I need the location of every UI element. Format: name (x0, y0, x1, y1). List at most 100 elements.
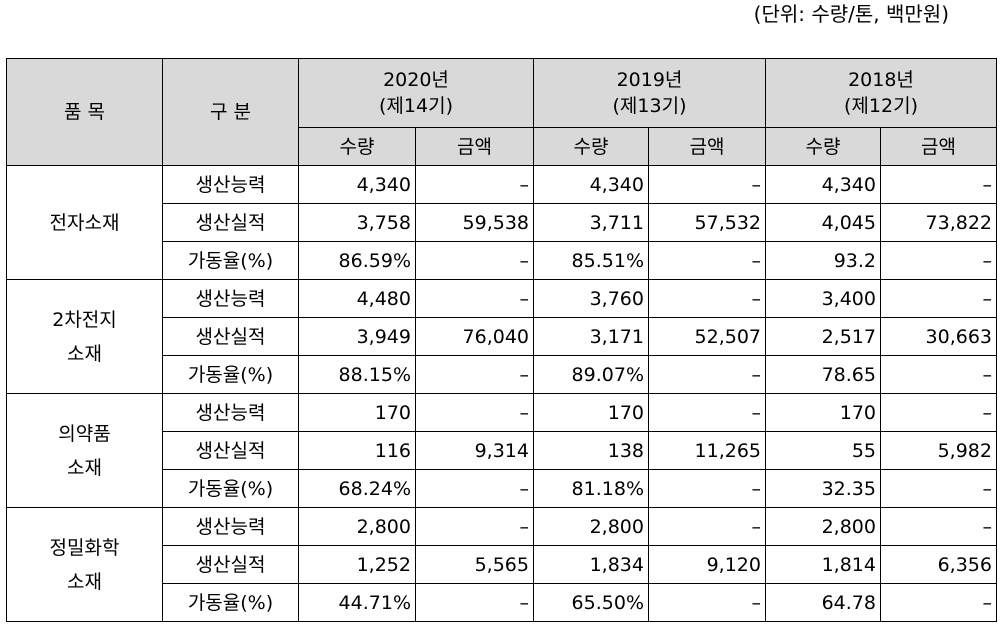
data-row: 2차전지 소재 생산능력 4,480–3,760–3,400– (6, 279, 997, 394)
subheader: 수량 (765, 127, 881, 166)
cell: 5,565 (415, 545, 534, 584)
period: (제13기) (612, 95, 687, 117)
unit-note: (단위: 수량/톤, 백만원) (753, 2, 949, 26)
cell: 4,340 (765, 165, 881, 204)
cell: 76,040 (415, 317, 534, 356)
header-year: 2020년 (제14기) (298, 58, 534, 128)
cell: – (415, 165, 534, 204)
year: 2019년 (616, 69, 683, 91)
data-row: 전자소재 생산능력 4,340–4,340–4,340– (6, 165, 997, 280)
row-label: 생산능력 (162, 507, 299, 546)
header-year: 2019년 (제13기) (533, 58, 766, 128)
cell: 116 (298, 431, 416, 470)
period: (제14기) (379, 95, 453, 117)
cell: 44.71% (298, 583, 416, 622)
group-name: 전자소재 (6, 165, 163, 280)
cell: 2,800 (533, 507, 649, 546)
cell: 4,340 (298, 165, 416, 204)
row-label: 생산실적 (162, 545, 299, 584)
cell: 4,340 (533, 165, 649, 204)
row-label: 생산실적 (162, 203, 299, 242)
cell: – (880, 279, 997, 318)
cell: 9,120 (648, 545, 766, 584)
cell: 85.51% (533, 241, 649, 280)
row-label: 생산실적 (162, 431, 299, 470)
row-label: 생산실적 (162, 317, 299, 356)
cell: – (415, 507, 534, 546)
cell: – (880, 507, 997, 546)
group-name-line: 정밀화학 (49, 536, 120, 559)
cell: – (880, 241, 997, 280)
cell: 1,814 (765, 545, 881, 584)
cell: – (648, 507, 766, 546)
cell: 4,045 (765, 203, 881, 242)
header-item: 품 목 (6, 58, 163, 166)
cell: 55 (765, 431, 881, 470)
cell: – (648, 393, 766, 432)
group-name-line: 전자소재 (49, 211, 120, 234)
cell: – (415, 583, 534, 622)
cell: – (648, 165, 766, 204)
cell: 11,265 (648, 431, 766, 470)
cell: 138 (533, 431, 649, 470)
cell: 3,949 (298, 317, 416, 356)
row-label: 생산능력 (162, 165, 299, 204)
row-label: 가동율(%) (162, 469, 299, 508)
cell: – (648, 583, 766, 622)
header-year: 2018년 (제12기) (765, 58, 997, 128)
cell: – (415, 279, 534, 318)
group-name: 2차전지 소재 (6, 279, 163, 394)
subheader: 수량 (298, 127, 416, 166)
cell: 86.59% (298, 241, 416, 280)
group-name-line: 2차전지 (52, 308, 117, 331)
cell: 78.65 (765, 355, 881, 394)
cell: 9,314 (415, 431, 534, 470)
cell: 1,834 (533, 545, 649, 584)
cell: 3,171 (533, 317, 649, 356)
cell: 89.07% (533, 355, 649, 394)
data-row: 생산실적 3,758 59,538 3,711 57,532 4,045 73,822 (7, 203, 997, 242)
cell: – (880, 583, 997, 622)
subheader: 금액 (415, 127, 534, 166)
cell: 30,663 (880, 317, 997, 356)
data-row: 가동율(%) 68.24% –81.18% –32.35– (7, 469, 997, 508)
group-name-line: 소재 (67, 456, 102, 479)
row-label: 생산능력 (162, 393, 299, 432)
cell: 32.35 (765, 469, 881, 508)
data-row: 가동율(%) 88.15% –89.07% –78.65– (7, 355, 997, 394)
subheader-row: 수량 금액 수량 금액 수량 금액 (7, 127, 997, 166)
cell: – (880, 469, 997, 508)
group-name-line: 소재 (67, 570, 102, 593)
cell: – (648, 241, 766, 280)
cell: 2,800 (765, 507, 881, 546)
cell: 3,760 (533, 279, 649, 318)
row-label: 생산능력 (162, 279, 299, 318)
cell: 4,480 (298, 279, 416, 318)
cell: 88.15% (298, 355, 416, 394)
cell: 3,758 (298, 203, 416, 242)
row-label: 가동율(%) (162, 241, 299, 280)
subheader: 금액 (648, 127, 766, 166)
cell: 6,356 (880, 545, 997, 584)
cell: 2,800 (298, 507, 416, 546)
year: 2018년 (848, 69, 914, 91)
cell: – (648, 279, 766, 318)
cell: 52,507 (648, 317, 766, 356)
cell: – (415, 355, 534, 394)
group-name: 의약품 소재 (6, 393, 163, 508)
year: 2020년 (383, 69, 449, 91)
cell: 3,711 (533, 203, 649, 242)
cell: – (415, 241, 534, 280)
cell: 68.24% (298, 469, 416, 508)
cell: 59,538 (415, 203, 534, 242)
cell: 170 (533, 393, 649, 432)
data-row: 정밀화학 소재 생산능력 2,800–2,800–2,800– (6, 507, 997, 622)
data-row: 가동율(%) 44.71% –65.50% –64.78– (7, 583, 997, 622)
header-type: 구 분 (162, 58, 299, 166)
cell: 170 (298, 393, 416, 432)
cell: 57,532 (648, 203, 766, 242)
